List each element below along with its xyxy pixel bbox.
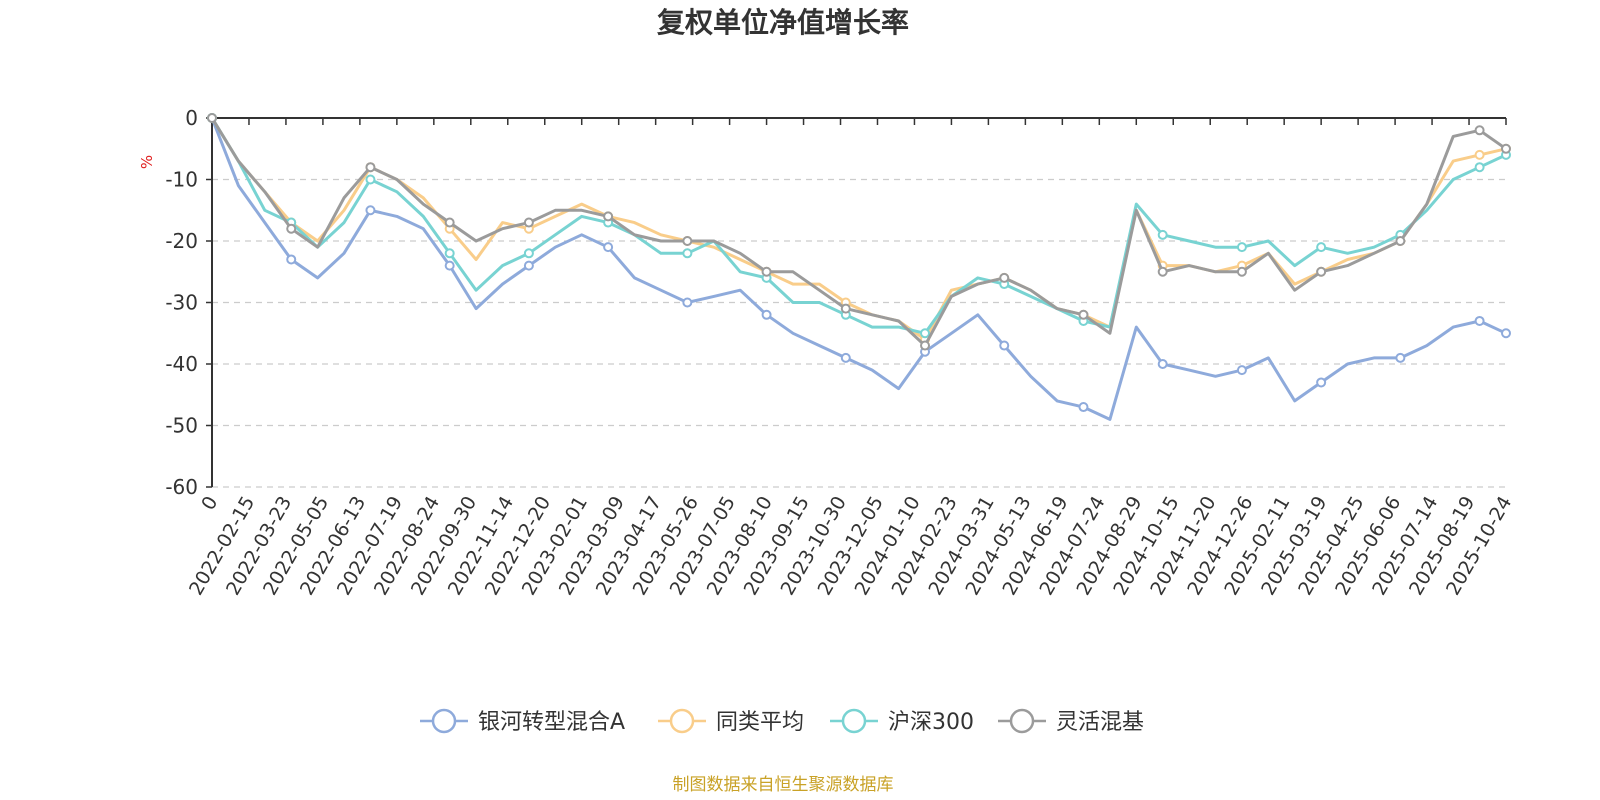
series-line: [210, 117, 1507, 348]
series-3: [207, 113, 1511, 351]
data-point: [1236, 242, 1247, 253]
data-point: [1474, 315, 1485, 326]
legend-label: 沪深300: [888, 710, 974, 735]
legend-swatch-marker: [1009, 708, 1035, 734]
data-point: [1157, 229, 1168, 240]
x-tick-label: 0: [197, 493, 222, 514]
source-note: 制图数据来自恒生聚源数据库: [673, 775, 894, 795]
legend-item[interactable]: 沪深300: [830, 708, 974, 735]
data-point: [1474, 149, 1485, 160]
series-line: [210, 117, 1507, 341]
data-point: [365, 205, 376, 216]
data-point: [761, 266, 772, 277]
data-point: [920, 340, 931, 351]
y-tick-label: 0: [185, 106, 198, 130]
y-axis-ticks: 0 -10 -20 -30 -40 -50 -60: [165, 106, 212, 499]
data-point: [682, 297, 693, 308]
legend-label: 同类平均: [716, 710, 804, 735]
legend-item[interactable]: 灵活混基: [998, 708, 1144, 735]
data-point: [286, 254, 297, 265]
data-point: [840, 303, 851, 314]
data-point: [444, 248, 455, 259]
data-point: [682, 248, 693, 259]
legend[interactable]: 银河转型混合A 同类平均 沪深300 灵活混基: [420, 708, 1144, 735]
data-point: [444, 217, 455, 228]
axes: [211, 117, 1506, 487]
data-point: [603, 211, 614, 222]
data-point: [207, 113, 217, 123]
data-point: [1316, 266, 1327, 277]
legend-swatch-marker: [841, 708, 867, 734]
y-axis-unit: %: [138, 155, 156, 169]
series-lines: [207, 113, 1511, 421]
y-tick-label: -20: [165, 229, 198, 253]
data-point: [999, 272, 1010, 283]
data-point: [840, 352, 851, 363]
legend-swatch-marker: [431, 708, 457, 734]
data-point: [1474, 125, 1485, 136]
data-point: [1078, 309, 1089, 320]
data-point: [365, 162, 376, 173]
y-tick-label: -50: [165, 414, 198, 438]
grid-lines: [212, 178, 1506, 488]
data-point: [1157, 266, 1168, 277]
y-tick-label: -30: [165, 291, 198, 315]
data-point: [1501, 328, 1511, 339]
data-point: [1078, 402, 1089, 413]
data-point: [603, 242, 614, 253]
data-point: [523, 248, 534, 259]
data-point: [1316, 377, 1327, 388]
series-1: [207, 113, 1511, 345]
data-point: [523, 260, 534, 271]
data-point: [1501, 143, 1511, 154]
data-point: [999, 340, 1010, 351]
series-0: [207, 113, 1511, 421]
data-point: [1157, 359, 1168, 369]
series-2: [207, 113, 1511, 339]
data-point: [1316, 242, 1327, 253]
data-point: [365, 174, 376, 185]
y-tick-label: -10: [165, 168, 198, 192]
data-point: [1236, 266, 1247, 277]
data-point: [1395, 236, 1406, 246]
data-point: [920, 328, 931, 339]
data-point: [523, 217, 534, 228]
data-point: [1474, 162, 1485, 173]
legend-label: 灵活混基: [1056, 710, 1144, 735]
y-tick-label: -40: [165, 352, 198, 376]
chart-title: 复权单位净值增长率: [657, 6, 909, 39]
legend-label: 银河转型混合A: [478, 710, 625, 735]
legend-item[interactable]: 银河转型混合A: [420, 708, 625, 735]
series-line: [210, 117, 1507, 335]
legend-item[interactable]: 同类平均: [658, 708, 804, 735]
data-point: [1395, 352, 1406, 363]
y-tick-label: -60: [165, 475, 198, 499]
data-point: [1236, 365, 1247, 376]
data-point: [761, 309, 772, 320]
data-point: [444, 260, 455, 271]
legend-swatch-marker: [669, 708, 695, 734]
data-point: [286, 223, 297, 234]
series-line: [210, 117, 1507, 421]
data-point: [682, 236, 693, 246]
